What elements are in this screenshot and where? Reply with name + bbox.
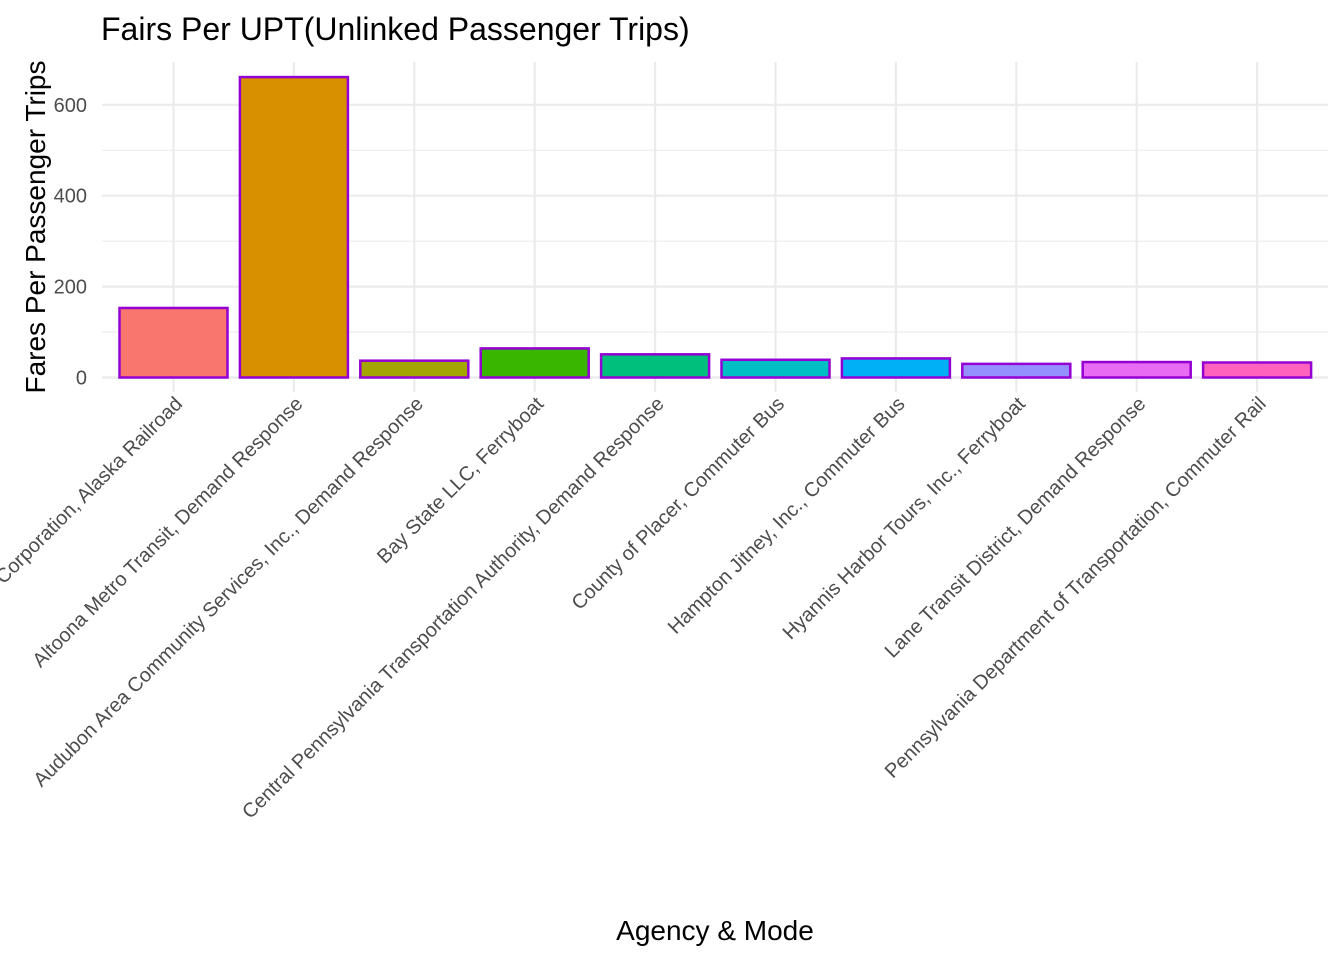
bar bbox=[840, 357, 952, 379]
x-tick-label: Hyannis Harbor Tours, Inc., Ferryboat bbox=[779, 393, 1030, 644]
bars bbox=[118, 75, 1313, 379]
y-tick-label: 0 bbox=[76, 368, 87, 390]
x-axis-category-labels: Alaska Railroad Corporation, Alaska Rail… bbox=[0, 393, 1271, 824]
chart-title: Fairs Per UPT(Unlinked Passenger Trips) bbox=[101, 11, 690, 47]
bar bbox=[479, 347, 590, 379]
bar bbox=[359, 359, 470, 379]
bar bbox=[1201, 361, 1313, 379]
x-tick-label: Hampton Jitney, Inc., Commuter Bus bbox=[664, 393, 910, 639]
y-axis-title: Fares Per Passenger Trips bbox=[20, 60, 51, 393]
bar bbox=[238, 75, 350, 379]
bar bbox=[720, 358, 831, 379]
x-axis-title: Agency & Mode bbox=[616, 915, 814, 946]
x-tick-label: Altoona Metro Transit, Demand Response bbox=[29, 393, 308, 672]
bar bbox=[118, 306, 229, 379]
bar bbox=[1081, 360, 1192, 379]
y-tick-label: 400 bbox=[54, 186, 87, 208]
x-tick-label: Audubon Area Community Services, Inc., D… bbox=[29, 393, 427, 791]
x-tick-label: Lane Transit District, Demand Response bbox=[881, 393, 1150, 662]
x-tick-label: County of Placer, Commuter Bus bbox=[568, 393, 789, 614]
y-tick-label: 600 bbox=[54, 95, 87, 117]
x-tick-label: Central Pennsylvania Transportation Auth… bbox=[238, 393, 668, 823]
bar bbox=[961, 362, 1072, 379]
y-axis-ticks: 0 200 400 600 bbox=[54, 95, 87, 390]
bar bbox=[599, 353, 711, 379]
y-tick-label: 200 bbox=[54, 277, 87, 299]
